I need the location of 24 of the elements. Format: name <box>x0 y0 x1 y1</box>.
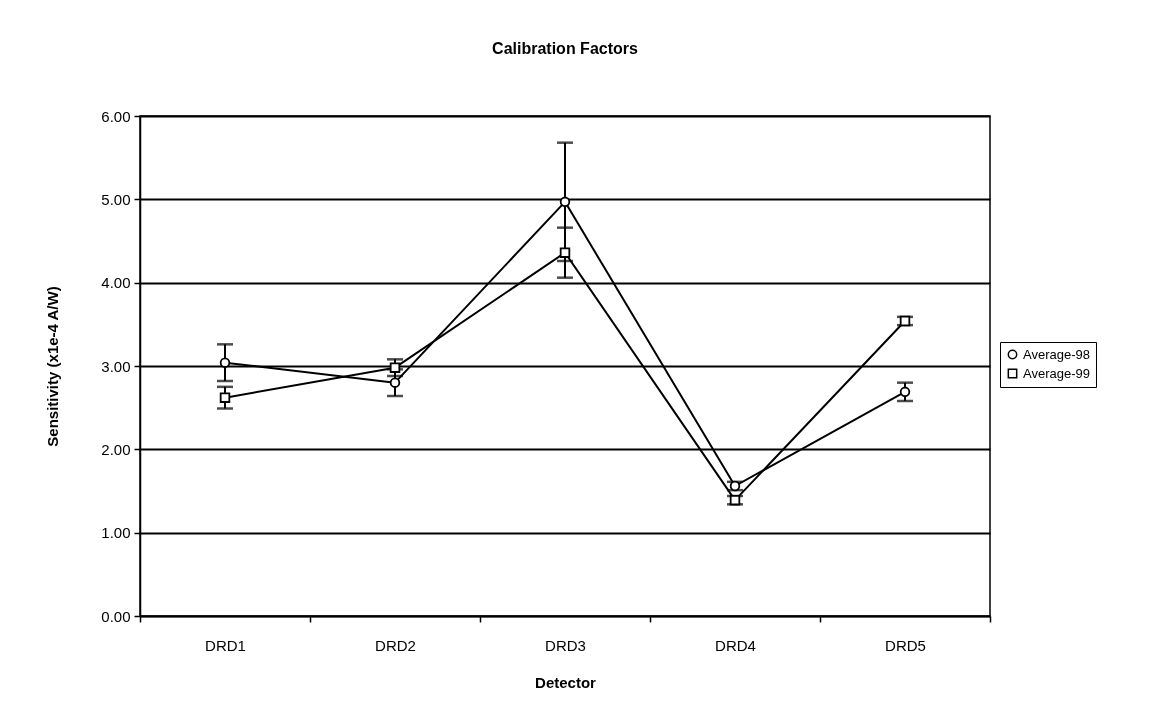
y-tick-label: 2.00 <box>101 440 131 458</box>
chart-title: Calibration Factors <box>492 40 638 57</box>
point <box>559 196 571 208</box>
y-axis-title: Sensitivity (x1e-4 A/W) <box>44 286 62 447</box>
y-tick-label: 0.00 <box>101 607 131 625</box>
legend-label: Average-99 <box>1023 365 1090 381</box>
point <box>389 362 401 373</box>
x-tick-label: DRD5 <box>885 636 926 654</box>
point <box>219 392 231 403</box>
point <box>559 247 571 258</box>
y-tick-label: 3.00 <box>101 357 131 375</box>
x-axis-title: Detector <box>535 673 597 691</box>
y-tick-label: 4.00 <box>101 274 131 292</box>
point <box>389 377 401 388</box>
x-tick-label: DRD4 <box>715 636 756 654</box>
x-tick-label: DRD2 <box>375 636 416 654</box>
x-tick-label: DRD3 <box>545 636 586 654</box>
y-tick-label: 1.00 <box>101 524 131 542</box>
legend-label: Average-98 <box>1023 346 1090 362</box>
point <box>899 386 911 398</box>
y-tick-label: 5.00 <box>101 190 131 208</box>
x-tick-label: DRD1 <box>205 636 246 654</box>
y-tick-label: 6.00 <box>101 107 131 125</box>
point <box>219 357 231 368</box>
